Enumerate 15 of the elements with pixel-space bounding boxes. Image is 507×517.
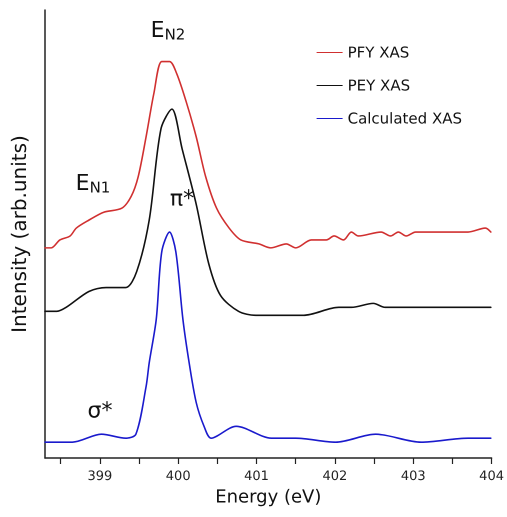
annotation: EN1 bbox=[76, 171, 110, 196]
x-tick-label: 404 bbox=[479, 469, 504, 484]
legend-label: PFY XAS bbox=[348, 44, 410, 62]
x-axis-title: Energy (eV) bbox=[215, 486, 322, 508]
y-axis-title: Intensity (arb.units) bbox=[7, 135, 31, 333]
x-tick-label: 401 bbox=[244, 469, 269, 484]
legend-label: Calculated XAS bbox=[348, 110, 462, 128]
x-tick-label: 403 bbox=[400, 469, 426, 484]
legend-label: PEY XAS bbox=[348, 76, 410, 94]
x-tick-label: 400 bbox=[166, 469, 191, 484]
annotation: π* bbox=[170, 186, 194, 212]
text: EN2 bbox=[150, 18, 186, 44]
x-tick-label: 399 bbox=[87, 469, 112, 484]
annotation: σ* bbox=[88, 398, 112, 424]
x-tick-label: 402 bbox=[322, 469, 348, 484]
